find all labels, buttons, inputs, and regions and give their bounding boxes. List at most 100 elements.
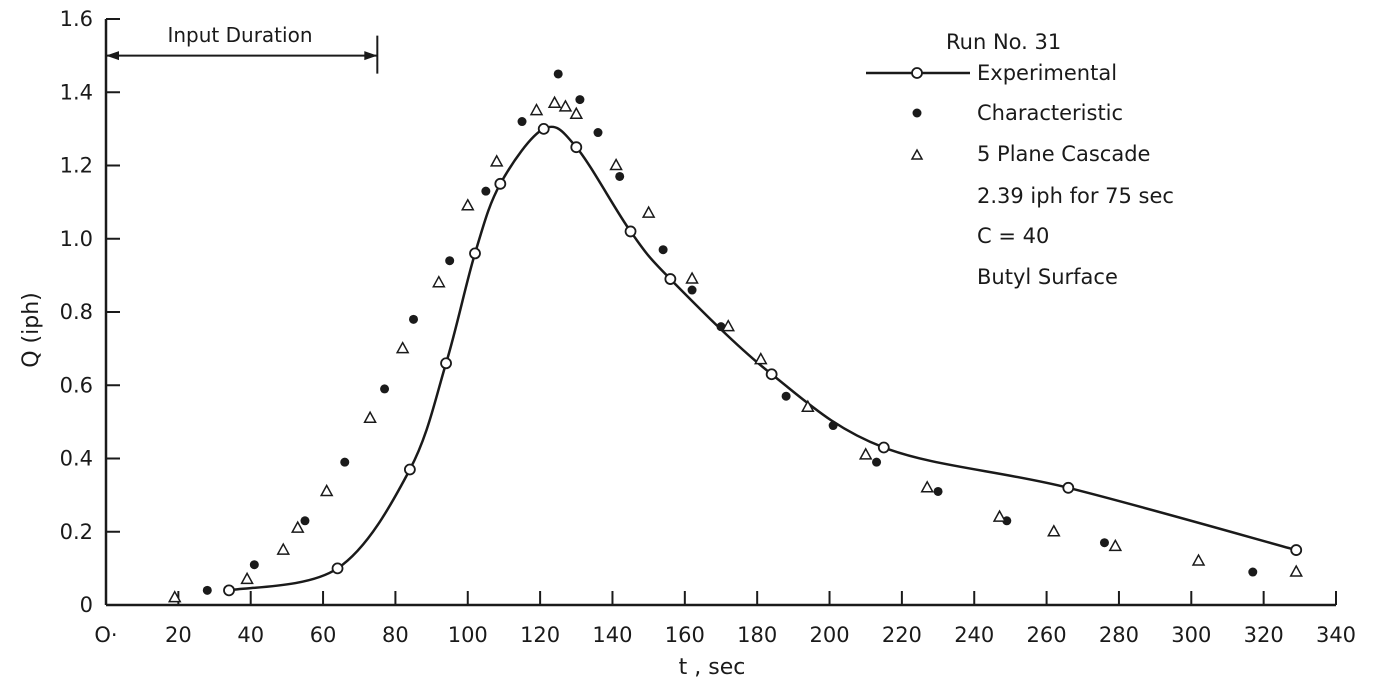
cascade-point — [547, 95, 562, 108]
x-tick-label: 100 — [448, 623, 488, 647]
input-duration-annotation: Input Duration — [106, 23, 379, 74]
y-tick-label: 1.4 — [60, 80, 93, 104]
cascade-point — [1191, 553, 1206, 566]
cascade-point — [240, 571, 254, 585]
experimental-point — [877, 441, 890, 454]
input-duration-arrowhead-left — [106, 51, 119, 61]
y-ticks: 0 0.2 0.4 0.6 0.8 1.0 1.2 1.4 1.6 — [60, 7, 120, 617]
x-tick-label: O· — [94, 623, 117, 647]
cascade-point — [754, 352, 768, 365]
cascade-point — [395, 341, 410, 354]
characteristic-point — [553, 69, 563, 79]
cascade-point — [167, 590, 182, 603]
x-tick-label: 160 — [665, 623, 705, 647]
input-duration-arrowhead-right — [364, 51, 378, 61]
legend: Run No. 31 Experimental Characteristic 5… — [866, 30, 1174, 289]
x-tick-label: 280 — [1099, 623, 1139, 647]
cascade-point — [558, 99, 573, 112]
cascade-point — [992, 509, 1007, 522]
legend-characteristic-marker — [912, 108, 922, 118]
x-tick-label: 240 — [954, 623, 994, 647]
experimental-point — [403, 463, 416, 476]
characteristic-point — [202, 585, 212, 595]
cascade-point — [489, 154, 504, 167]
legend-characteristic-label: Characteristic — [977, 101, 1123, 125]
characteristic-point — [445, 256, 455, 266]
characteristic-point — [1002, 516, 1012, 526]
x-tick-label: 60 — [310, 623, 337, 647]
characteristic-point — [658, 245, 668, 255]
x-tick-label: 200 — [809, 623, 849, 647]
characteristic-point — [409, 314, 418, 324]
experimental-point — [440, 357, 452, 370]
cascade-point — [641, 205, 656, 218]
y-axis-label: Q (iph) — [19, 292, 44, 368]
cascade-point — [363, 410, 377, 423]
x-tick-label: 260 — [1027, 623, 1067, 647]
y-tick-label: 0.6 — [60, 373, 93, 397]
experimental-point — [331, 562, 344, 575]
x-tick-label: 220 — [882, 623, 922, 647]
x-tick-label: 80 — [382, 623, 409, 647]
cascade-point — [801, 399, 815, 412]
run-label: Run No. 31 — [946, 30, 1061, 54]
characteristic-point — [380, 384, 390, 394]
characteristic-point — [1248, 567, 1258, 577]
x-tick-label: 340 — [1316, 623, 1356, 647]
x-axis-label: t , sec — [679, 655, 746, 680]
cascade-point — [460, 198, 475, 211]
experimental-point — [1062, 481, 1075, 494]
cascade-point — [609, 157, 623, 171]
legend-experimental-label: Experimental — [977, 61, 1117, 85]
y-tick-label: 0.2 — [60, 520, 93, 544]
legend-experimental-marker — [911, 67, 923, 79]
characteristic-point — [575, 95, 585, 105]
cascade-point — [1108, 538, 1123, 552]
characteristic-point — [481, 186, 491, 196]
characteristic-point — [1099, 538, 1109, 548]
y-tick-label: 0.4 — [60, 447, 93, 471]
cascade-point — [685, 271, 699, 284]
experimental-point — [570, 141, 583, 154]
cascade-point — [569, 106, 584, 119]
x-tick-label: 180 — [737, 623, 777, 647]
characteristic-point — [687, 285, 697, 295]
y-tick-label: 1.6 — [60, 7, 93, 31]
input-duration-label: Input Duration — [167, 23, 312, 47]
characteristic-point — [615, 171, 625, 181]
cascade-point — [858, 447, 873, 460]
cascade-point — [721, 319, 736, 332]
x-tick-label: 120 — [520, 623, 560, 647]
x-ticks: O· 20 40 60 80 100 120 140 160 180 200 220 240 260 280… — [94, 591, 1356, 647]
note-input-rate: 2.39 iph for 75 sec — [977, 184, 1174, 208]
cascade-point — [432, 275, 446, 288]
x-tick-label: 140 — [592, 623, 632, 647]
x-tick-label: 300 — [1171, 623, 1211, 647]
x-tick-label: 20 — [165, 623, 192, 647]
y-tick-label: 0 — [80, 593, 93, 617]
cascade-point — [920, 480, 934, 493]
experimental-point — [494, 177, 507, 190]
experimental-point — [624, 225, 637, 238]
cascade-point — [290, 520, 305, 533]
cascade-point — [529, 103, 544, 116]
data-marks — [167, 69, 1303, 603]
legend-cascade-marker — [910, 148, 924, 160]
characteristic-point — [593, 128, 603, 138]
y-tick-label: 1.2 — [60, 154, 93, 178]
experimental-point — [223, 584, 235, 597]
y-tick-label: 0.8 — [60, 300, 93, 324]
cascade-point — [319, 483, 334, 497]
experimental-point — [537, 122, 550, 135]
experimental-point — [664, 273, 677, 285]
cascade-point — [1289, 564, 1303, 577]
y-tick-label: 1.0 — [60, 227, 93, 251]
cascade-point — [1047, 524, 1061, 537]
note-c-value: C = 40 — [977, 224, 1049, 248]
note-surface: Butyl Surface — [977, 265, 1118, 289]
characteristic-point — [828, 421, 838, 431]
characteristic-point — [781, 391, 791, 401]
experimental-point — [469, 247, 481, 260]
characteristic-point — [340, 457, 350, 467]
legend-cascade-label: 5 Plane Cascade — [977, 142, 1150, 166]
